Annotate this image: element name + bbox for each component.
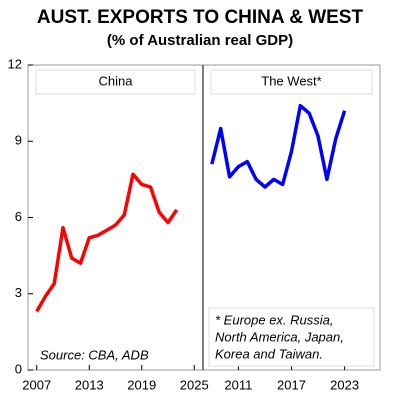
y-tick-label: 6 — [15, 209, 22, 224]
y-tick-label: 9 — [15, 133, 22, 148]
x-tick-label: 2007 — [22, 377, 51, 392]
x-tick-label: 2025 — [180, 377, 209, 392]
legend-label: The West* — [261, 73, 321, 88]
x-tick-label: 2017 — [277, 377, 306, 392]
x-tick-label: 2013 — [75, 377, 104, 392]
y-tick-label: 12 — [8, 56, 22, 71]
chart-subtitle: (% of Australian real GDP) — [107, 32, 293, 49]
footnote: * Europe ex. Russia, — [215, 312, 334, 327]
x-tick-label: 2023 — [330, 377, 359, 392]
footnote: North America, Japan, — [215, 329, 344, 344]
y-tick-label: 3 — [15, 285, 22, 300]
data-line — [210, 103, 347, 189]
note-box — [208, 307, 375, 367]
legend-label: China — [99, 73, 134, 88]
source-note: Source: CBA, ADB — [40, 347, 149, 362]
chart-title: AUST. EXPORTS TO CHINA & WEST — [37, 7, 364, 28]
footnote: Korea and Taiwan. — [215, 346, 323, 361]
data-line — [35, 172, 179, 313]
x-tick-label: 2011 — [224, 377, 252, 392]
legend-box — [210, 69, 373, 95]
y-tick-label: 0 — [15, 361, 22, 376]
x-tick-label: 2019 — [127, 377, 156, 392]
legend-box — [35, 69, 196, 95]
